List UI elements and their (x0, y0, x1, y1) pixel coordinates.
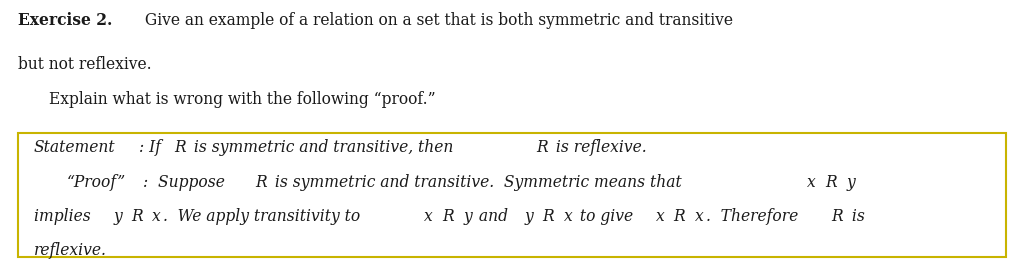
Text: y: y (846, 174, 855, 191)
Text: R: R (255, 174, 266, 191)
Text: x: x (656, 208, 665, 225)
FancyBboxPatch shape (18, 132, 1006, 257)
Text: is symmetric and transitive.  Symmetric means that: is symmetric and transitive. Symmetric m… (269, 174, 686, 191)
Text: y: y (114, 208, 122, 225)
Text: R: R (442, 208, 454, 225)
Text: Exercise 2.: Exercise 2. (18, 12, 113, 29)
Text: x: x (153, 208, 161, 225)
Text: R: R (174, 139, 185, 156)
Text: : If: : If (139, 139, 166, 156)
Text: reflexive.: reflexive. (34, 242, 106, 259)
Text: R: R (831, 208, 843, 225)
Text: implies: implies (34, 208, 95, 225)
Text: y: y (524, 208, 534, 225)
Text: to give: to give (574, 208, 638, 225)
Text: R: R (825, 174, 837, 191)
Text: Statement: Statement (34, 139, 116, 156)
Text: Give an example of a relation on a set that is both symmetric and transitive: Give an example of a relation on a set t… (140, 12, 733, 29)
Text: is symmetric and transitive, then: is symmetric and transitive, then (188, 139, 458, 156)
Text: x: x (563, 208, 572, 225)
Text: .  We apply transitivity to: . We apply transitivity to (164, 208, 366, 225)
Text: :  Suppose: : Suppose (143, 174, 229, 191)
Text: y: y (463, 208, 472, 225)
Text: R: R (537, 139, 548, 156)
Text: x: x (695, 208, 703, 225)
Text: x: x (807, 174, 816, 191)
Text: R: R (542, 208, 554, 225)
Text: .  Therefore: . Therefore (707, 208, 804, 225)
Text: but not reflexive.: but not reflexive. (18, 56, 152, 73)
Text: “Proof”: “Proof” (67, 174, 126, 191)
Text: R: R (131, 208, 142, 225)
Text: Explain what is wrong with the following “proof.”: Explain what is wrong with the following… (49, 91, 436, 108)
Text: is: is (847, 208, 864, 225)
Text: is reflexive.: is reflexive. (551, 139, 647, 156)
Text: and: and (474, 208, 513, 225)
Text: x: x (424, 208, 433, 225)
Text: R: R (674, 208, 685, 225)
